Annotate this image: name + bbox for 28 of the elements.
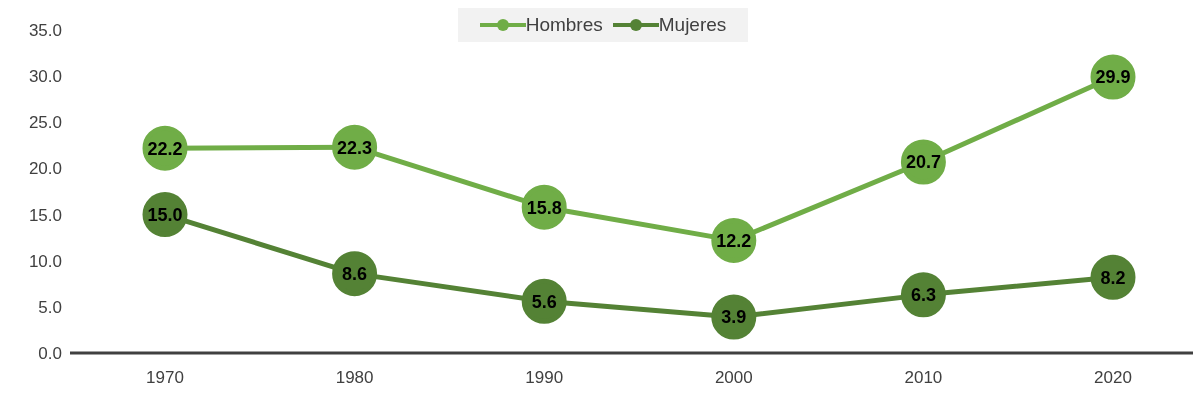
- data-label: 20.7: [905, 152, 941, 173]
- y-tick-label: 15.0: [28, 205, 62, 225]
- data-label: 5.6: [531, 291, 557, 312]
- data-label: 6.3: [910, 285, 936, 306]
- legend-label: Hombres: [524, 14, 603, 36]
- x-tick-label: 1970: [146, 368, 184, 388]
- y-tick-label: 30.0: [28, 67, 62, 87]
- x-tick-label: 1990: [525, 368, 564, 388]
- y-tick-label: 25.0: [28, 113, 62, 133]
- data-label: 8.2: [1100, 267, 1126, 288]
- data-label: 22.3: [337, 137, 373, 158]
- data-label: 8.6: [342, 264, 368, 285]
- data-label: 15.8: [526, 197, 562, 218]
- data-label: 22.2: [147, 138, 183, 159]
- y-tick-label: 10.0: [28, 251, 62, 271]
- y-tick-label: 0.0: [38, 344, 62, 364]
- data-label: 29.9: [1095, 67, 1131, 88]
- x-tick-label: 2010: [904, 368, 943, 388]
- x-tick-label: 1980: [335, 368, 374, 388]
- y-tick-label: 20.0: [28, 159, 62, 179]
- data-label: 12.2: [716, 230, 752, 251]
- y-tick-label: 35.0: [28, 21, 62, 41]
- x-tick-label: 2020: [1094, 368, 1132, 388]
- data-label: 15.0: [147, 204, 183, 225]
- data-label: 3.9: [721, 307, 747, 328]
- y-tick-label: 5.0: [38, 297, 62, 317]
- legend-label: Mujeres: [657, 14, 727, 36]
- x-tick-label: 2000: [714, 368, 753, 388]
